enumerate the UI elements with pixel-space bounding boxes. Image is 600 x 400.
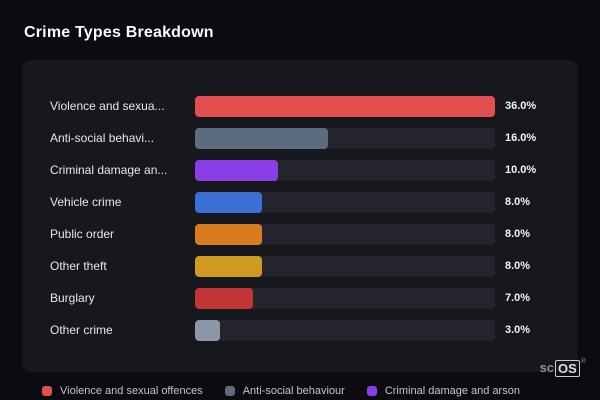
bar-label: Burglary [50,291,95,305]
bar-track [195,319,495,341]
bar-track [195,191,495,213]
bar-label: Criminal damage an... [50,163,168,177]
legend-label: Criminal damage and arson [384,385,520,397]
legend-item[interactable]: Criminal damage and arson [366,385,520,397]
bar-track [195,255,495,277]
bar-value: 7.0% [505,292,531,304]
bar-row: Anti-social behavi... 16.0% [50,122,550,154]
legend-label: Violence and sexual offences [60,385,203,397]
bar[interactable] [195,159,279,181]
legend-swatch-icon [366,386,377,396]
legend-label: Anti-social behaviour [242,385,345,397]
scos-watermark: sc OS ® [539,358,586,377]
registered-mark: ® [580,358,586,365]
bar[interactable] [195,319,220,341]
bar-track [195,223,495,245]
bar-label: Violence and sexua... [50,99,165,113]
bar-row: Public order 8.0% [50,218,550,250]
bar-label: Other theft [50,259,107,273]
legend-item[interactable]: Violence and sexual offences [42,385,203,397]
bar-value: 10.0% [505,164,537,176]
bar-value: 8.0% [505,196,531,208]
legend-swatch-icon [224,386,235,396]
bar[interactable] [195,287,254,309]
bar-label: Other crime [50,323,113,337]
chart-card: Violence and sexua... 36.0% Anti-social … [22,60,578,372]
legend-swatch-icon [42,386,52,396]
bar-value: 8.0% [505,228,531,240]
bar-row: Other theft 8.0% [50,250,550,282]
bar-label: Anti-social behavi... [50,131,155,145]
bar-row: Burglary 7.0% [50,282,550,314]
bar-value: 8.0% [505,260,531,272]
bar-value: 3.0% [505,324,531,336]
chart-legend: Violence and sexual offences Anti-social… [42,385,520,397]
bar-row: Other crime 3.0% [50,314,550,346]
bar[interactable] [195,95,495,117]
bar-label: Vehicle crime [50,195,122,209]
watermark-prefix: sc [539,360,555,375]
watermark-box: OS [555,360,580,377]
bar[interactable] [195,223,262,245]
bar-value: 36.0% [505,100,537,112]
page-title: Crime Types Breakdown [24,24,214,41]
bar[interactable] [195,255,262,277]
bar-track [195,127,495,149]
bar-track [195,95,495,117]
bar-row: Vehicle crime 8.0% [50,186,550,218]
bar[interactable] [195,191,262,213]
legend-item[interactable]: Anti-social behaviour [224,385,345,397]
bar-row: Violence and sexua... 36.0% [50,90,550,122]
bar-chart: Violence and sexua... 36.0% Anti-social … [50,90,550,346]
bar-row: Criminal damage an... 10.0% [50,154,550,186]
bar-label: Public order [50,227,115,241]
bar-track [195,287,495,309]
bar-value: 16.0% [505,132,537,144]
bar[interactable] [195,127,329,149]
bar-track [195,159,495,181]
